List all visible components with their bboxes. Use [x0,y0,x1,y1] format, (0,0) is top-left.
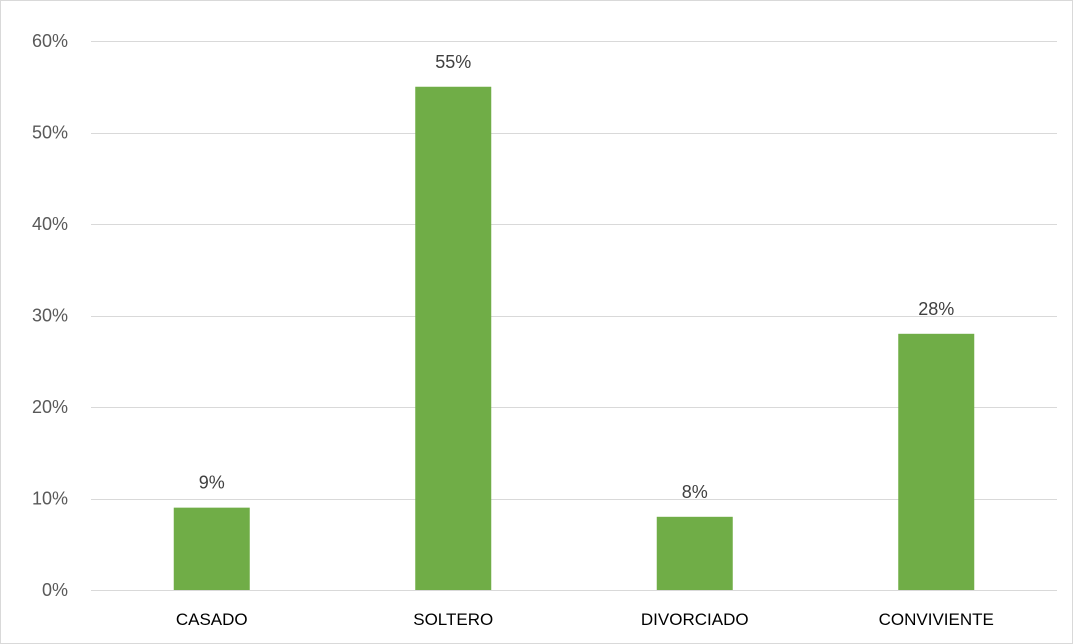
y-tick-label: 30% [32,306,68,326]
data-label: 28% [918,299,954,319]
x-axis-category-labels: CASADO SOLTERO DIVORCIADO CONVIVIENTE [176,610,994,629]
y-tick-label: 50% [32,123,68,143]
y-tick-label: 0% [42,580,68,600]
bar [656,516,733,590]
bar [898,333,975,590]
y-tick-label: 60% [32,31,68,51]
y-tick-label: 40% [32,214,68,234]
y-tick-label: 10% [32,489,68,509]
y-tick-label: 20% [32,397,68,417]
bars [173,86,975,590]
data-label: 55% [435,52,471,72]
bar [415,86,492,590]
data-labels: 9% 55% 8% 28% [199,52,955,502]
y-axis-tick-labels: 0% 10% 20% 30% 40% 50% 60% [32,31,68,600]
x-category-label: CONVIVIENTE [879,610,994,629]
gridlines [91,41,1057,591]
x-category-label: SOLTERO [413,610,493,629]
data-label: 9% [199,473,225,493]
x-category-label: DIVORCIADO [641,610,749,629]
bar [173,507,250,590]
x-category-label: CASADO [176,610,248,629]
data-label: 8% [682,482,708,502]
